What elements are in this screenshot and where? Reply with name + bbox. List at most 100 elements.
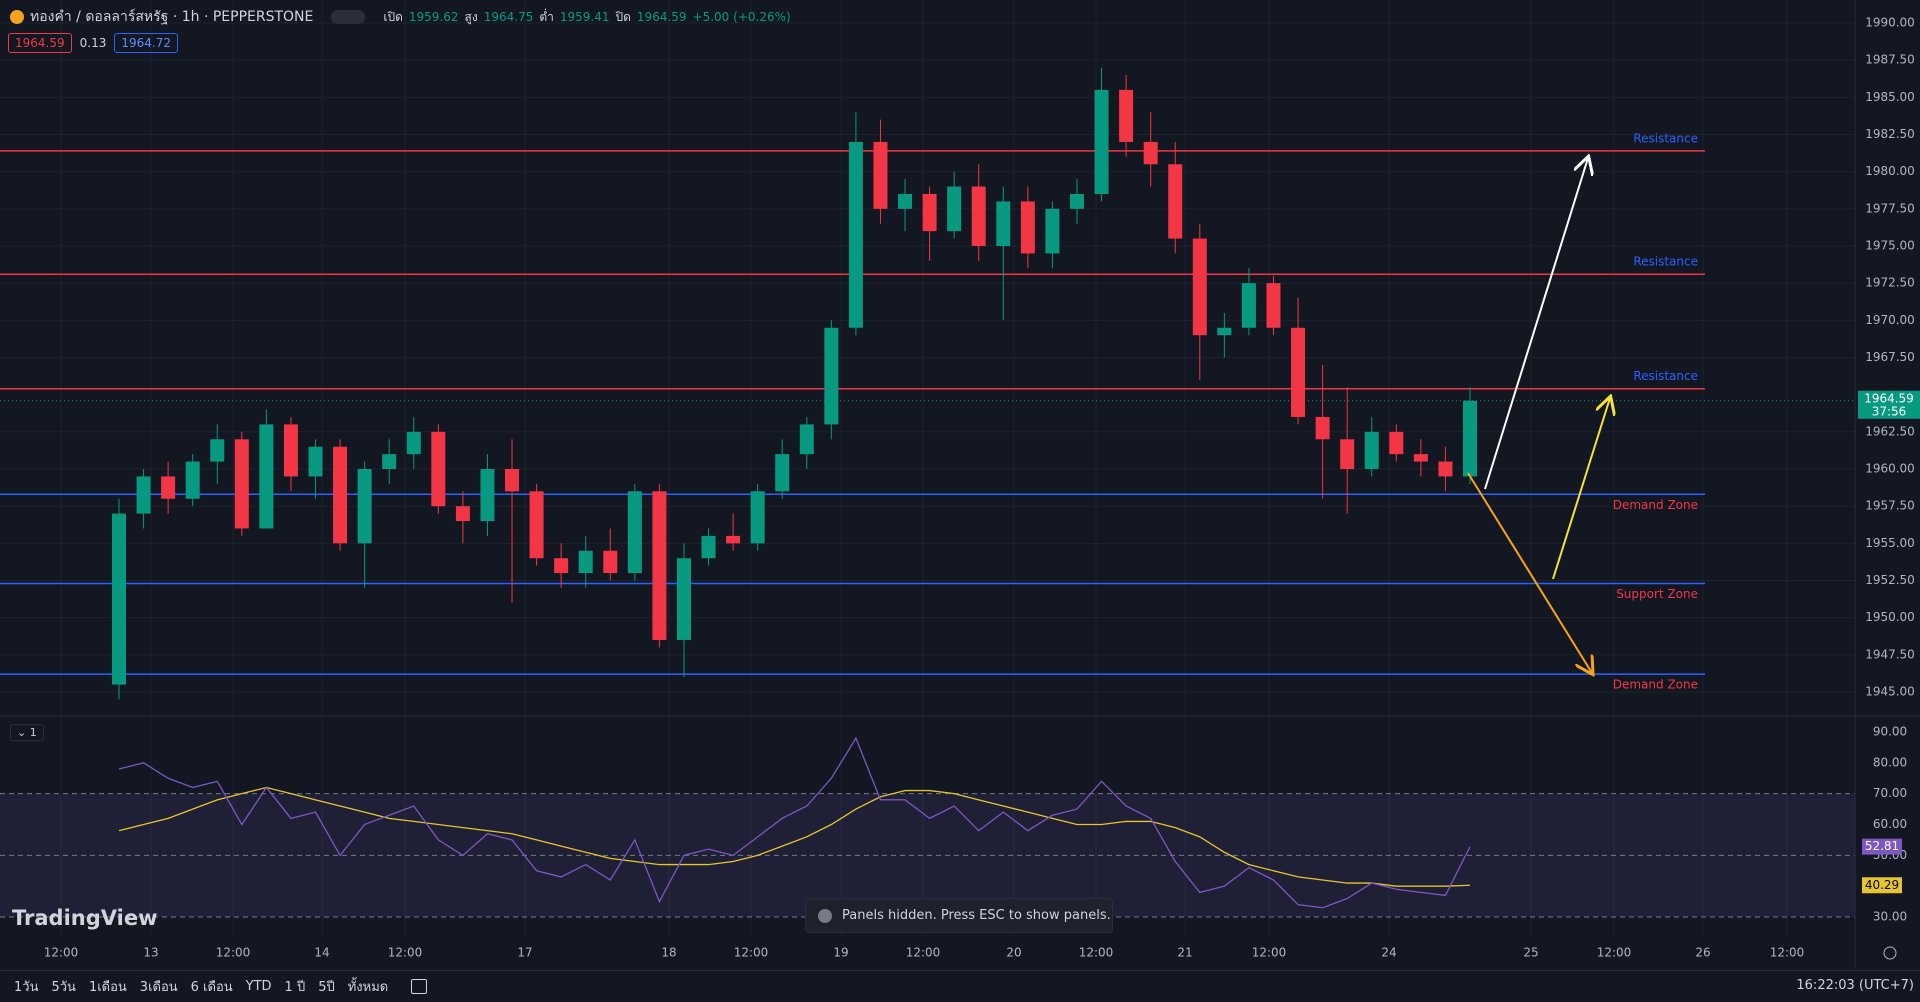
candle-body <box>750 491 765 544</box>
settings-icon[interactable] <box>1883 946 1897 960</box>
price-tick-label: 1985.00 <box>1865 90 1915 104</box>
status-icons[interactable] <box>331 10 366 24</box>
price-tick-label: 1990.00 <box>1865 16 1915 30</box>
price-tick-label: 1960.00 <box>1865 462 1915 476</box>
rsi-value-label: 40.29 <box>1865 878 1899 892</box>
candle-body <box>1020 201 1035 254</box>
candle-body <box>922 193 937 232</box>
candle-body <box>1364 431 1379 469</box>
candle-body <box>185 461 200 499</box>
change: +5.00 (+0.26%) <box>692 10 791 24</box>
arrow-up <box>1552 398 1610 580</box>
candle-body <box>947 186 962 232</box>
candle-body <box>554 558 569 574</box>
countdown: 37:56 <box>1872 404 1907 418</box>
range-button[interactable]: 1เดือน <box>88 980 127 995</box>
range-button[interactable]: ทั้งหมด <box>347 980 389 995</box>
range-button[interactable]: 6 เดือน <box>190 980 233 995</box>
time-label: 24 <box>1381 946 1396 960</box>
high: 1964.75 <box>483 10 534 24</box>
pane-toggle[interactable]: ⌄ 1 <box>10 724 44 741</box>
price-tick-label: 1947.50 <box>1865 647 1915 661</box>
candle-body <box>701 535 716 559</box>
time-label: 12:00 <box>1770 946 1805 960</box>
range-button[interactable]: 3เดือน <box>139 980 178 995</box>
candle-body <box>898 193 913 209</box>
candle-body <box>1241 283 1256 328</box>
candle-body <box>1094 89 1109 194</box>
rsi-tick-label: 90.00 <box>1873 725 1907 739</box>
candle-body <box>1168 164 1183 239</box>
level-label: Resistance <box>1633 131 1698 145</box>
close: 1964.59 <box>636 10 687 24</box>
level-label: Demand Zone <box>1613 498 1698 512</box>
low: 1959.41 <box>559 10 610 24</box>
symbol-icon <box>10 10 24 24</box>
candle-body <box>455 506 470 522</box>
candle-body <box>259 424 274 529</box>
time-label: 17 <box>517 946 532 960</box>
candle-body <box>505 469 520 492</box>
candle-body <box>578 550 593 574</box>
arrow-down <box>1467 472 1592 673</box>
candle-body <box>971 186 986 246</box>
level-label: Resistance <box>1633 369 1698 383</box>
candle-body <box>1340 439 1355 469</box>
range-button[interactable]: 1 ปี <box>284 980 306 995</box>
candle-body <box>406 431 421 455</box>
candle-body <box>775 454 790 492</box>
rsi-tick-label: 80.00 <box>1873 755 1907 769</box>
logo[interactable]: TradingView <box>12 906 158 930</box>
clock: 16:22:03 (UTC+7) <box>1796 978 1914 993</box>
price-tick-label: 1945.00 <box>1865 685 1915 699</box>
price-tick-label: 1955.00 <box>1865 536 1915 550</box>
time-label: 21 <box>1177 946 1192 960</box>
rsi-tick-label: 60.00 <box>1873 817 1907 831</box>
time-label: 26 <box>1695 946 1710 960</box>
symbol[interactable]: ทองคำ / ดอลลาร์สหรัฐ · 1h · PEPPERSTONE <box>30 9 314 25</box>
level-label: Support Zone <box>1616 587 1698 601</box>
time-label: 13 <box>143 946 158 960</box>
time-label: 14 <box>314 946 329 960</box>
price-tick-label: 1987.50 <box>1865 53 1915 67</box>
range-button[interactable]: 1วัน <box>14 980 39 995</box>
candle-body <box>1438 461 1453 477</box>
candle-body <box>529 491 544 559</box>
calendar-icon[interactable] <box>411 979 428 994</box>
rsi-line <box>118 736 1471 909</box>
price-tick-label: 1952.50 <box>1865 573 1915 587</box>
candle-body <box>627 491 642 574</box>
last-price-label: 1964.59 <box>1864 391 1914 405</box>
time-label: 25 <box>1523 946 1538 960</box>
range-button[interactable]: 5วัน <box>51 980 76 995</box>
bid[interactable]: 1964.59 <box>8 33 72 53</box>
time-label: 18 <box>661 946 676 960</box>
price-tick-label: 1972.50 <box>1865 276 1915 290</box>
candle-body <box>308 446 323 477</box>
time-label: 19 <box>833 946 848 960</box>
ask[interactable]: 1964.72 <box>114 33 178 53</box>
range-button[interactable]: 5ปี <box>318 980 335 995</box>
price-tick-label: 1967.50 <box>1865 350 1915 364</box>
range-button[interactable]: YTD <box>245 979 272 994</box>
candle-body <box>333 446 348 544</box>
rsi-tick-label: 30.00 <box>1873 910 1907 924</box>
level-label: Resistance <box>1633 255 1698 269</box>
candle-body <box>1045 208 1060 254</box>
level-label: Demand Zone <box>1613 678 1698 692</box>
candle-body <box>1069 193 1084 209</box>
toast: Panels hidden. Press ESC to show panels. <box>805 898 1113 933</box>
candle-body <box>824 327 839 425</box>
candle-body <box>1266 283 1281 328</box>
candle-body <box>1463 400 1477 477</box>
candle-body <box>1291 327 1306 417</box>
candle-body <box>112 513 126 685</box>
candle-body <box>848 141 863 328</box>
candle-body <box>1413 454 1428 462</box>
price-tick-label: 1977.50 <box>1865 201 1915 215</box>
info-icon <box>818 908 832 923</box>
candle-body <box>1315 416 1330 440</box>
toast-text: Panels hidden. Press ESC to show panels. <box>842 908 1111 923</box>
